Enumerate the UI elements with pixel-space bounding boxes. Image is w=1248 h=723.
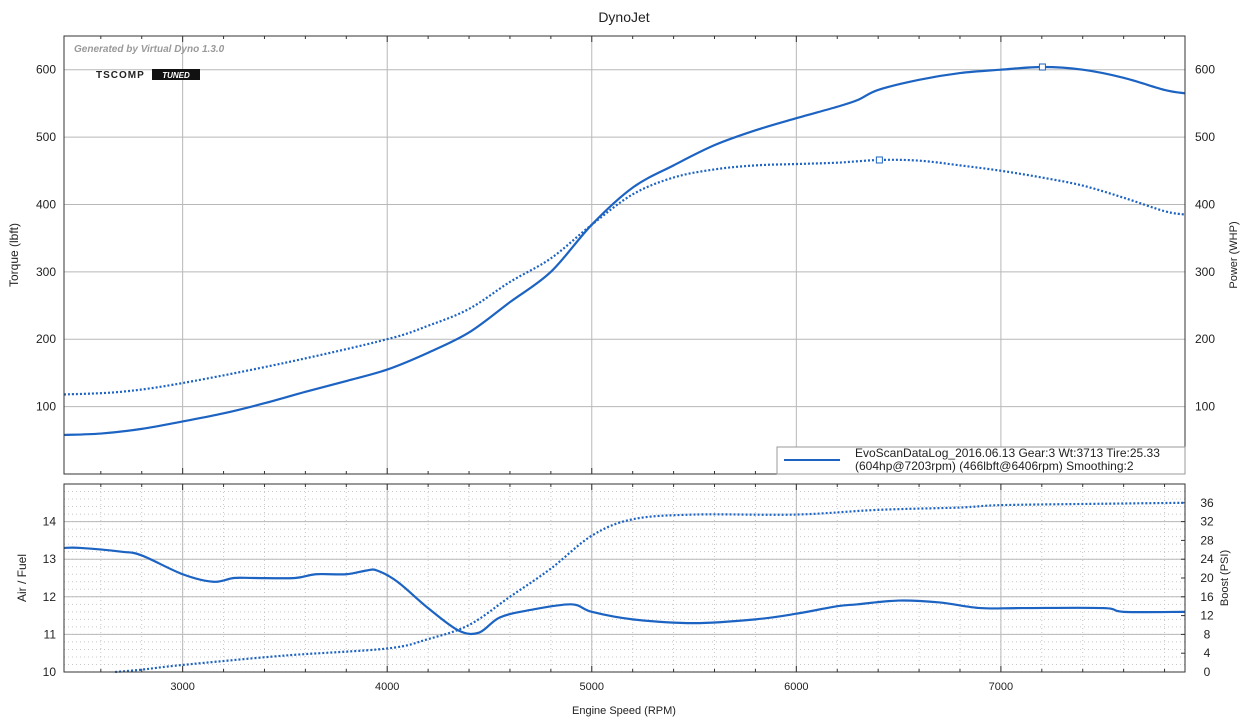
y-tick-label: 300 [36,265,56,279]
y2-tick-label: 36 [1200,496,1214,510]
y2-tick-label: 600 [1195,63,1215,77]
y-tick-label: 14 [43,515,57,529]
power-whp-line [63,65,1186,437]
y2-axis-title-power: Power (WHP) [1228,221,1240,288]
y-tick-label: 500 [36,130,56,144]
y-tick-label: 200 [36,332,56,346]
chart-title: DynoJet [598,9,649,25]
x-tick-label: 6000 [784,681,808,693]
y-tick-label: 600 [36,63,56,77]
peak-marker [875,156,883,164]
tscomp-logo: TSCOMP TUNED [96,69,200,81]
y2-tick-label: 300 [1195,265,1215,279]
x-tick-label: 7000 [989,681,1013,693]
y2-tick-label: 0 [1204,665,1211,679]
y2-tick-label: 100 [1195,400,1215,414]
y-tick-label: 10 [43,665,57,679]
legend-line-1: EvoScanDataLog_2016.06.13 Gear:3 Wt:3713… [855,446,1160,460]
y-tick-label: 400 [36,197,56,211]
svg-text:TSCOMP: TSCOMP [96,70,145,81]
plot-frame [63,483,1186,673]
boost-psi-line [115,501,1186,674]
x-tick-label: 4000 [375,681,399,693]
y2-tick-label: 500 [1195,130,1215,144]
y-axis-title-afr: Air / Fuel [15,554,29,602]
x-axis-title: Engine Speed (RPM) [572,705,676,717]
y2-tick-label: 12 [1200,609,1214,623]
y2-tick-label: 28 [1200,533,1214,547]
y-tick-label: 13 [43,552,57,566]
y2-tick-label: 4 [1204,646,1211,660]
y-tick-label: 12 [43,590,57,604]
y2-tick-label: 24 [1200,552,1214,566]
plot-area [64,36,1185,474]
y2-tick-label: 16 [1200,590,1214,604]
y2-tick-label: 200 [1195,332,1215,346]
y2-tick-label: 32 [1200,515,1214,529]
peak-marker [1038,63,1046,71]
y-tick-label: 100 [36,400,56,414]
x-tick-label: 5000 [580,681,604,693]
y-tick-label: 11 [44,627,57,641]
air-fuel-line [63,546,1186,636]
y-axis-title-torque: Torque (lbft) [7,223,21,287]
svg-text:TUNED: TUNED [162,71,190,80]
y2-tick-label: 8 [1204,627,1211,641]
watermark: Generated by Virtual Dyno 1.3.0 [74,44,225,55]
y2-tick-label: 20 [1200,571,1214,585]
legend-line-2: (604hp@7203rpm) (466lbft@6406rpm) Smooth… [855,459,1134,473]
x-tick-label: 3000 [170,681,194,693]
legend: EvoScanDataLog_2016.06.13 Gear:3 Wt:3713… [776,446,1186,475]
y2-axis-title-boost: Boost (PSI) [1219,550,1231,606]
plot-frame [63,35,1186,475]
y2-tick-label: 400 [1195,197,1215,211]
